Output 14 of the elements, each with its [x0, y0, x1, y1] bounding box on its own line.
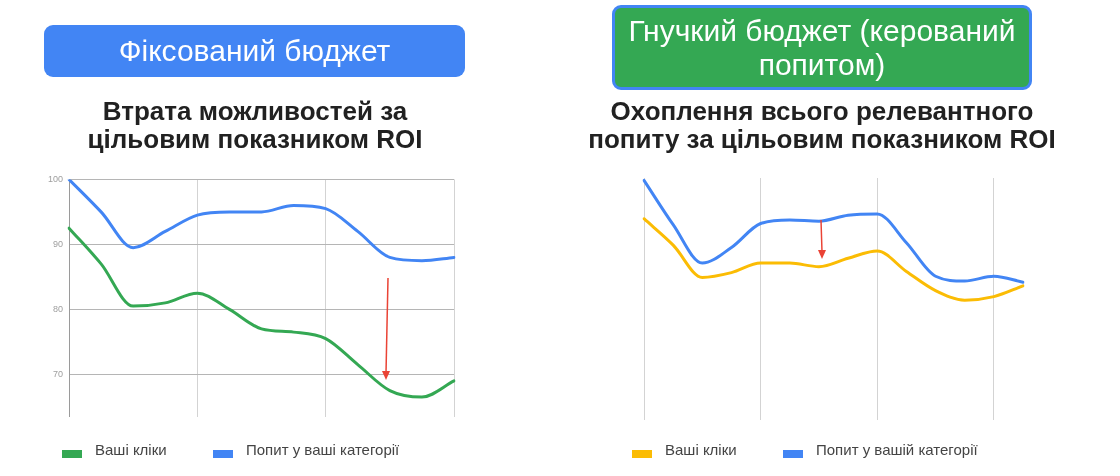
chart-subtitle: Втрата можливостей за цільовим показником ROI — [86, 96, 424, 154]
y-tick-label: 100 — [47, 173, 63, 184]
legend-label: Ваші кліки — [665, 441, 737, 459]
chart-title: Гнучкий бюджет (керований попитом) — [612, 5, 1032, 90]
line-series — [67, 179, 456, 263]
chart-title: Фіксований бюджет — [44, 25, 465, 77]
y-tick-label: 90 — [52, 238, 63, 249]
y-tick-label: 70 — [52, 368, 63, 379]
line-series — [67, 226, 456, 399]
chart-subtitle: Охоплення всього релевантного попиту за цільовим показником ROI — [587, 96, 1057, 154]
y-tick-label: 80 — [52, 303, 63, 314]
legend-label: Попит у вашій категорії — [816, 441, 978, 459]
legend-label: Ваші кліки — [95, 441, 167, 459]
legend-label: Попит у ваші категорії — [246, 441, 400, 459]
